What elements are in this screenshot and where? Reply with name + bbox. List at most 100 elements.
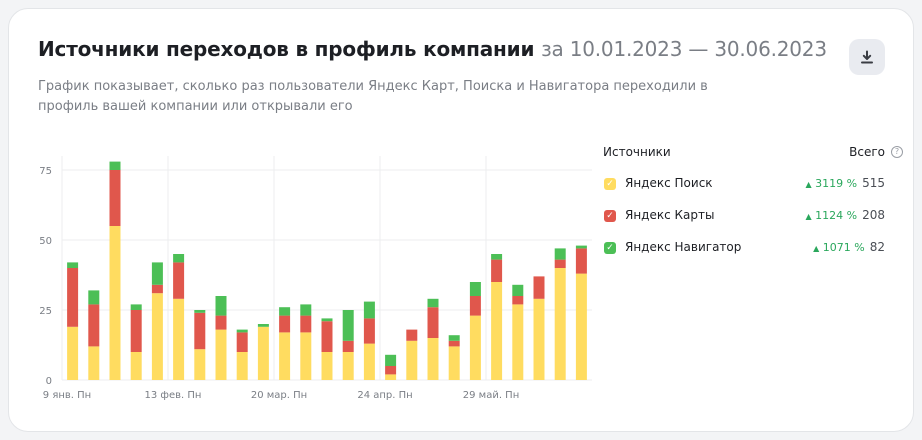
bar-segment — [491, 254, 503, 260]
x-tick-label: 20 мар. Пн — [251, 390, 307, 401]
bar-segment — [300, 315, 312, 333]
bar-segment — [88, 304, 100, 347]
x-tick-label: 13 фев. Пн — [145, 390, 202, 401]
stacked-bar-chart: 0 25 50 75 9 янв. Пн 13 фев. Пн 20 мар. Пн 24 а… — [39, 156, 592, 401]
growth-value: ▲ 1071 % — [813, 241, 865, 254]
bar-segment — [88, 290, 100, 305]
bar-segment — [151, 262, 163, 285]
bar-segment — [321, 352, 333, 380]
legend-total-header: Всего ? — [849, 145, 903, 159]
bar-segment — [469, 296, 481, 316]
bar-segment — [151, 293, 163, 380]
legend-item-stats: ▲ 3119 % 515 — [805, 176, 885, 190]
bar-segment — [109, 161, 121, 170]
bar-segment — [215, 329, 227, 380]
x-tick-label: 24 апр. Пн — [357, 390, 412, 401]
bar-segment — [236, 329, 248, 333]
bar-segment — [469, 315, 481, 380]
bar-segment — [279, 315, 291, 333]
up-arrow-icon: ▲ — [813, 244, 820, 253]
growth-text: 1124 % — [815, 209, 858, 222]
bar-segment — [533, 298, 545, 380]
bar-segment — [173, 254, 185, 263]
bar-segment — [427, 307, 439, 338]
total-value: 515 — [862, 176, 885, 190]
page-title: Источники переходов в профиль компании з… — [38, 37, 827, 61]
legend-item-maps[interactable]: ✓ Яндекс Карты ▲ 1124 % 208 — [603, 208, 885, 226]
bar-segment — [512, 284, 524, 296]
checkbox-checked-icon[interactable]: ✓ — [604, 178, 616, 190]
bar-segment — [88, 346, 100, 380]
bar-segment — [512, 296, 524, 305]
bar-segment — [194, 312, 206, 350]
legend-item-name: Яндекс Навигатор — [625, 240, 742, 254]
bar-segment — [554, 268, 566, 380]
bar-segment — [533, 276, 545, 299]
bar-segment — [448, 335, 460, 341]
info-icon[interactable]: ? — [891, 146, 903, 158]
period-text: за 10.01.2023 — 30.06.2023 — [541, 37, 827, 61]
bar-segment — [342, 310, 354, 341]
bar-segment — [321, 321, 333, 352]
download-icon — [861, 50, 873, 64]
bar-segment — [385, 366, 397, 375]
growth-value: ▲ 1124 % — [805, 209, 857, 222]
total-value: 208 — [862, 208, 885, 222]
bar-segment — [406, 340, 418, 380]
chart-description: График показывает, сколько раз пользоват… — [38, 79, 708, 114]
bar-segment — [385, 374, 397, 380]
bar-segment — [427, 338, 439, 380]
y-tick-label: 25 — [39, 306, 52, 317]
growth-text: 1071 % — [822, 241, 865, 254]
bar-segment — [130, 310, 142, 352]
bar-segment — [469, 282, 481, 296]
legend-item-stats: ▲ 1124 % 208 — [805, 208, 885, 222]
bar-segment — [257, 324, 269, 327]
y-tick-label: 0 — [46, 376, 52, 387]
legend-item-name: Яндекс Карты — [625, 208, 715, 222]
legend-item-search[interactable]: ✓ Яндекс Поиск ▲ 3119 % 515 — [603, 176, 885, 194]
legend-header: Источники — [603, 145, 671, 159]
bar-segment — [575, 245, 587, 249]
bar-segment — [491, 282, 503, 380]
download-button[interactable] — [849, 39, 885, 75]
legend-item-name: Яндекс Поиск — [625, 176, 713, 190]
bar-segment — [67, 262, 79, 268]
bar-segment — [300, 332, 312, 380]
bar-segment — [512, 304, 524, 380]
y-tick-label: 75 — [39, 166, 52, 177]
bar-segment — [173, 262, 185, 299]
total-value: 82 — [869, 240, 885, 254]
legend-item-navigator[interactable]: ✓ Яндекс Навигатор ▲ 1071 % 82 — [603, 240, 885, 258]
bar-segment — [363, 343, 375, 380]
bar-segment — [406, 329, 418, 341]
bar-segment — [194, 310, 206, 313]
bar-segment — [554, 259, 566, 268]
growth-value: ▲ 3119 % — [805, 177, 857, 190]
bar-segment — [363, 301, 375, 319]
total-label: Всего — [849, 145, 885, 159]
growth-text: 3119 % — [815, 177, 858, 190]
bar-segment — [491, 259, 503, 282]
bar-segment — [215, 296, 227, 316]
bar-segment — [575, 248, 587, 274]
up-arrow-icon: ▲ — [805, 212, 812, 221]
bar-segment — [342, 340, 354, 352]
bar-segment — [279, 332, 291, 380]
bar-segment — [279, 307, 291, 316]
bar-segment — [257, 326, 269, 380]
bar-segment — [130, 352, 142, 380]
checkbox-checked-icon[interactable]: ✓ — [604, 210, 616, 222]
bar-segment — [109, 170, 121, 226]
up-arrow-icon: ▲ — [805, 180, 812, 189]
bar-segment — [215, 315, 227, 330]
checkbox-checked-icon[interactable]: ✓ — [604, 242, 616, 254]
bar-segment — [363, 318, 375, 344]
x-tick-label: 29 май. Пн — [463, 390, 520, 401]
bar-segment — [67, 326, 79, 380]
bar-segment — [130, 304, 142, 310]
legend-item-stats: ▲ 1071 % 82 — [813, 240, 885, 254]
x-tick-label: 9 янв. Пн — [43, 390, 91, 401]
bar-segment — [194, 349, 206, 380]
bar-segment — [236, 332, 248, 352]
